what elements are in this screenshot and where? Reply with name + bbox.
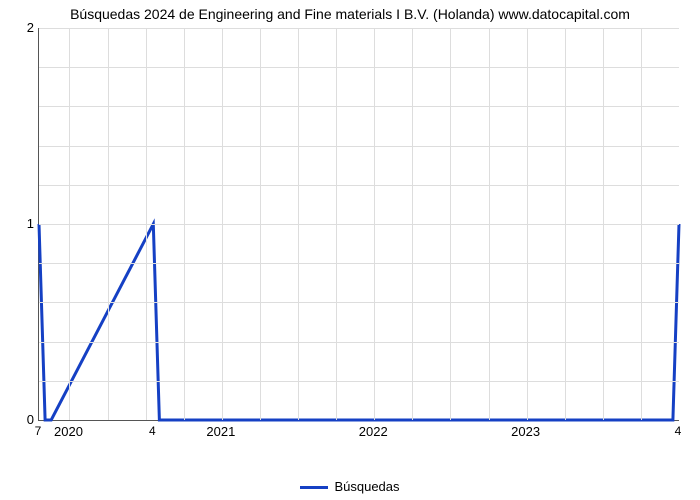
gridline-v-minor [641,28,642,420]
xtick-label: 2023 [511,424,540,439]
legend: Búsquedas [0,479,700,494]
gridline-h-minor [39,146,679,147]
gridline-h-minor [39,67,679,68]
ytick-label: 2 [14,20,34,35]
gridline-h-minor [39,302,679,303]
point-annotation: 4 [149,424,156,438]
point-annotation: 4 [675,424,682,438]
gridline-h [39,224,679,225]
chart-container: Búsquedas 2024 de Engineering and Fine m… [0,0,700,500]
plot-area [38,28,679,421]
gridline-v [69,28,70,420]
gridline-v [222,28,223,420]
xtick-label: 2021 [206,424,235,439]
gridline-h [39,28,679,29]
gridline-v-minor [184,28,185,420]
gridline-v [527,28,528,420]
gridline-v-minor [336,28,337,420]
gridline-v-minor [108,28,109,420]
gridline-h-minor [39,381,679,382]
chart-title: Búsquedas 2024 de Engineering and Fine m… [0,6,700,22]
gridline-v-minor [260,28,261,420]
point-annotation: 7 [35,424,42,438]
gridline-v-minor [450,28,451,420]
gridline-v-minor [412,28,413,420]
gridline-v-minor [146,28,147,420]
gridline-h-minor [39,263,679,264]
xtick-label: 2020 [54,424,83,439]
ytick-label: 0 [14,412,34,427]
gridline-v-minor [603,28,604,420]
series-line [39,224,679,420]
gridline-h-minor [39,185,679,186]
legend-label: Búsquedas [334,479,399,494]
legend-swatch [300,486,328,489]
gridline-v-minor [565,28,566,420]
gridline-v-minor [489,28,490,420]
gridline-h-minor [39,106,679,107]
gridline-h-minor [39,342,679,343]
gridline-v [374,28,375,420]
xtick-label: 2022 [359,424,388,439]
gridline-v-minor [298,28,299,420]
ytick-label: 1 [14,216,34,231]
